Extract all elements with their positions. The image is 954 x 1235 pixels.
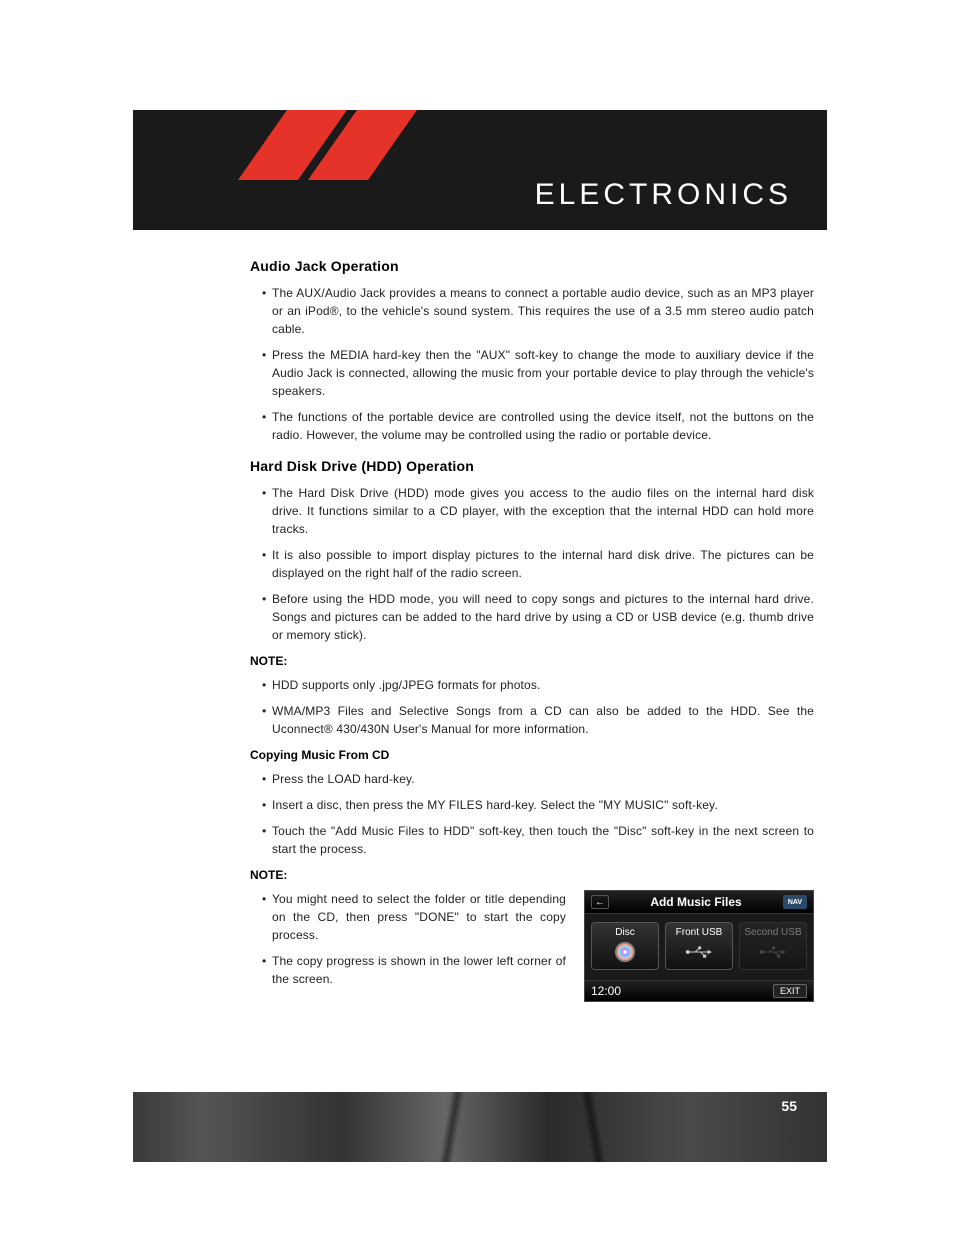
page-number: 55 [781, 1098, 797, 1114]
section-heading-audio-jack: Audio Jack Operation [250, 258, 814, 274]
list-item: HDD supports only .jpg/JPEG formats for … [262, 676, 814, 694]
option-label: Front USB [668, 927, 730, 938]
usb-icon [742, 941, 804, 963]
option-disc[interactable]: Disc [591, 922, 659, 970]
list-item: It is also possible to import display pi… [262, 546, 814, 582]
device-titlebar: ← Add Music Files NAV [585, 891, 813, 914]
bullet-list: HDD supports only .jpg/JPEG formats for … [250, 676, 814, 738]
page-section-title: ELECTRONICS [535, 178, 792, 212]
note-label: NOTE: [250, 654, 814, 668]
bullet-list: The Hard Disk Drive (HDD) mode gives you… [250, 484, 814, 644]
nav-badge[interactable]: NAV [783, 895, 807, 909]
bullet-list: The AUX/Audio Jack provides a means to c… [250, 284, 814, 444]
note-label: NOTE: [250, 868, 814, 882]
device-time: 12:00 [591, 984, 621, 998]
list-item: Touch the "Add Music Files to HDD" soft-… [262, 822, 814, 858]
content-area: Audio Jack Operation The AUX/Audio Jack … [115, 230, 839, 1002]
option-label: Second USB [742, 927, 804, 938]
subheading-copying-music: Copying Music From CD [250, 748, 814, 762]
device-screen-title: Add Music Files [650, 895, 741, 909]
list-item: The AUX/Audio Jack provides a means to c… [262, 284, 814, 338]
bullet-list: You might need to select the folder or t… [250, 890, 566, 988]
list-item: You might need to select the folder or t… [262, 890, 566, 944]
disc-icon [594, 941, 656, 963]
list-item: Press the MEDIA hard-key then the "AUX" … [262, 346, 814, 400]
bullet-list: Press the LOAD hard-key. Insert a disc, … [250, 770, 814, 858]
list-item: The functions of the portable device are… [262, 408, 814, 444]
option-front-usb[interactable]: Front USB [665, 922, 733, 970]
section-heading-hdd: Hard Disk Drive (HDD) Operation [250, 458, 814, 474]
option-label: Disc [594, 927, 656, 938]
back-arrow-icon[interactable]: ← [591, 895, 609, 909]
list-item: Before using the HDD mode, you will need… [262, 590, 814, 644]
option-second-usb: Second USB [739, 922, 807, 970]
header-banner: ELECTRONICS [133, 110, 827, 230]
device-screenshot: ← Add Music Files NAV Disc Front USB [584, 890, 814, 1002]
device-options-row: Disc Front USB Second USB [585, 914, 813, 980]
list-item: The Hard Disk Drive (HDD) mode gives you… [262, 484, 814, 538]
list-item: Insert a disc, then press the MY FILES h… [262, 796, 814, 814]
device-bottom-bar: 12:00 EXIT [585, 980, 813, 1001]
usb-icon [668, 941, 730, 963]
list-item: Press the LOAD hard-key. [262, 770, 814, 788]
exit-button[interactable]: EXIT [773, 984, 807, 998]
list-item: WMA/MP3 Files and Selective Songs from a… [262, 702, 814, 738]
list-item: The copy progress is shown in the lower … [262, 952, 566, 988]
footer-image-strip: 55 [133, 1092, 827, 1162]
